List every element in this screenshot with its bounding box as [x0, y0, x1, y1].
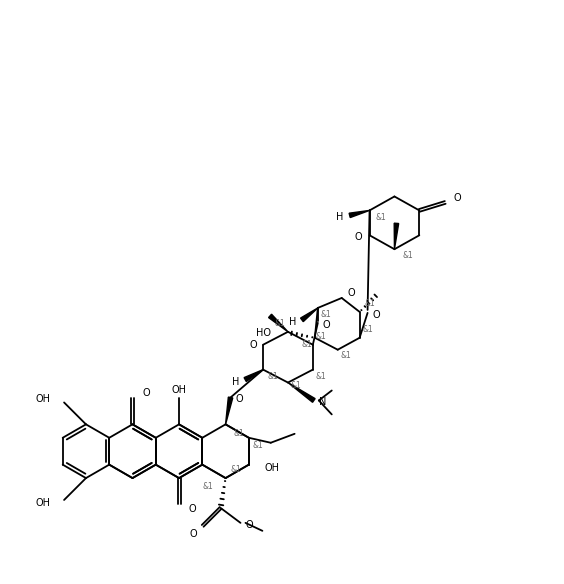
- Text: &1: &1: [301, 340, 312, 349]
- Text: &1: &1: [267, 372, 278, 381]
- Text: &1: &1: [402, 251, 413, 260]
- Polygon shape: [349, 210, 369, 218]
- Text: OH: OH: [171, 384, 187, 395]
- Text: H: H: [336, 213, 343, 223]
- Text: &1: &1: [203, 482, 214, 491]
- Text: O: O: [373, 310, 380, 320]
- Text: O: O: [143, 388, 150, 398]
- Text: &1: &1: [341, 351, 351, 360]
- Text: O: O: [453, 193, 461, 203]
- Text: O: O: [323, 320, 331, 330]
- Text: H: H: [232, 377, 239, 387]
- Text: O: O: [249, 340, 257, 350]
- Text: &1: &1: [274, 319, 285, 328]
- Polygon shape: [244, 370, 263, 381]
- Text: OH: OH: [35, 498, 50, 508]
- Text: OH: OH: [35, 394, 50, 405]
- Text: &1: &1: [321, 310, 332, 319]
- Polygon shape: [268, 314, 288, 332]
- Text: &1: &1: [233, 429, 244, 438]
- Text: O: O: [355, 232, 363, 242]
- Text: O: O: [236, 394, 243, 405]
- Polygon shape: [301, 308, 318, 322]
- Polygon shape: [226, 397, 233, 425]
- Text: &1: &1: [376, 213, 386, 222]
- Text: H: H: [289, 317, 296, 327]
- Text: &1: &1: [364, 300, 375, 308]
- Text: O: O: [347, 288, 355, 298]
- Text: HO: HO: [256, 328, 271, 338]
- Text: &1: &1: [363, 325, 373, 334]
- Polygon shape: [288, 383, 315, 402]
- Text: O: O: [189, 529, 197, 539]
- Text: &1: &1: [231, 465, 242, 474]
- Text: &1: &1: [316, 332, 327, 341]
- Text: OH: OH: [265, 463, 280, 472]
- Text: O: O: [245, 520, 253, 530]
- Text: N: N: [319, 398, 326, 408]
- Text: &1: &1: [291, 381, 302, 390]
- Text: O: O: [189, 504, 197, 514]
- Text: &1: &1: [316, 372, 327, 381]
- Text: &1: &1: [253, 442, 263, 450]
- Polygon shape: [394, 223, 399, 249]
